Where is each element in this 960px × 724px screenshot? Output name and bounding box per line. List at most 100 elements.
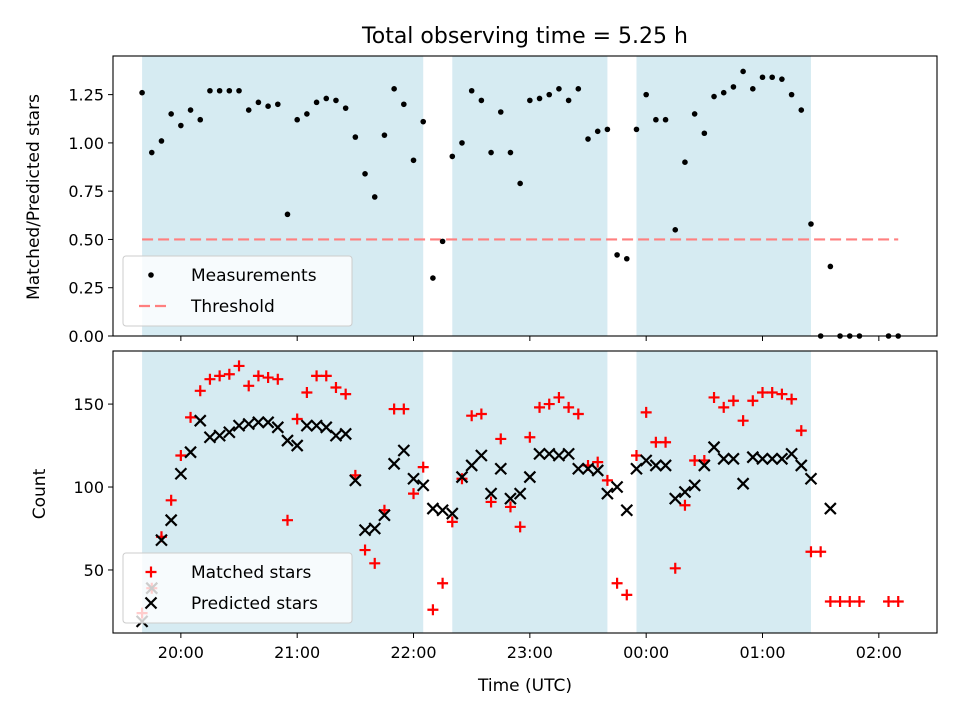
measurements-point-26: [381, 132, 388, 138]
measurements-point-3: [158, 138, 165, 144]
predicted-stars-point-10: [223, 426, 236, 439]
matched-stars-point-51: [621, 589, 633, 601]
legend-threshold-label: Threshold: [190, 297, 275, 317]
legend-predicted-stars-marker: [144, 596, 158, 610]
predicted-stars-point-54: [649, 459, 663, 472]
measurements-point-67: [779, 76, 785, 82]
measurements-point-63: [740, 68, 746, 75]
measurements-point-17: [294, 116, 300, 123]
matched-stars-point-70: [805, 546, 817, 558]
top-y-tick-label-3: 0.50: [68, 230, 104, 249]
predicted-stars-point-22: [339, 427, 352, 441]
measurements-point-45: [565, 97, 572, 104]
predicted-stars-point-46: [572, 462, 585, 476]
x-axis-label: Time (UTC): [477, 676, 572, 696]
predicted-stars-point-48: [591, 464, 604, 477]
top-y-tick-label-4: 0.75: [68, 182, 104, 201]
measurements-point-62: [730, 84, 737, 90]
matched-stars-point-53: [640, 406, 652, 418]
measurements-point-21: [333, 97, 339, 104]
bottom-y-tick-label-3: 150: [73, 395, 104, 414]
predicted-stars-point-15: [271, 421, 285, 434]
measurements-point-2: [148, 149, 155, 156]
predicted-stars-point-27: [387, 457, 401, 471]
predicted-stars-point-41: [523, 470, 537, 484]
measurements-point-18: [304, 111, 310, 117]
matched-stars-point-27: [388, 403, 400, 415]
legend-matched-stars-marker: [145, 566, 157, 578]
measurements-point-34: [459, 140, 465, 146]
matched-stars-point-73: [834, 595, 846, 607]
measurements-point-39: [507, 149, 514, 156]
measurements-point-42: [536, 95, 543, 102]
top-panel: 0.00 0.25 0.50 0.75 1.00 1.25 Measurements Thre…: [68, 55, 938, 346]
predicted-stars-point-69: [795, 459, 808, 472]
top-y-tick-label-6: 1.25: [68, 86, 104, 105]
predicted-stars-point-25: [368, 522, 382, 535]
predicted-stars-point-56: [668, 492, 682, 505]
chart-title: Total observing time = 5.25 h: [361, 24, 688, 49]
measurements-point-44: [556, 86, 562, 92]
matched-stars-point-45: [563, 401, 575, 413]
measurements-point-68: [788, 91, 795, 98]
predicted-stars-point-37: [484, 487, 498, 500]
predicted-stars-point-4: [164, 513, 178, 527]
x-tick-label-2: 21:00: [274, 643, 320, 662]
predicted-stars-point-6: [184, 445, 197, 459]
matched-stars-point-9: [214, 370, 226, 382]
matched-stars-point-13: [252, 370, 264, 382]
predicted-stars-point-65: [756, 452, 769, 466]
bottom-panel: 50 100 150 20:00 21:00 22:00 23:00 00:00 01:00 02…: [73, 350, 938, 662]
predicted-stars-point-67: [775, 452, 789, 466]
predicted-stars-point-18: [300, 419, 314, 432]
matched-stars-point-48: [592, 456, 604, 468]
predicted-stars-point-66: [765, 452, 779, 466]
measurements-point-6: [187, 107, 194, 113]
measurements-point-20: [323, 95, 330, 102]
predicted-stars-point-63: [736, 477, 750, 490]
measurements-point-27: [391, 86, 397, 92]
matched-stars-point-58: [689, 454, 701, 466]
matched-stars-point-56: [669, 562, 681, 574]
predicted-stars-point-19: [310, 419, 323, 432]
measurements-point-14: [265, 103, 271, 110]
measurements-point-32: [439, 238, 446, 245]
matched-stars-point-66: [766, 386, 778, 398]
measurements-point-25: [371, 194, 378, 200]
measurements-point-56: [672, 226, 679, 233]
matched-stars-point-36: [475, 408, 487, 420]
measurements-point-9: [216, 87, 223, 94]
predicted-stars-point-43: [542, 447, 556, 461]
predicted-stars-point-53: [639, 454, 653, 467]
matched-stars-point-11: [233, 360, 245, 372]
predicted-stars-point-29: [407, 472, 420, 486]
matched-stars-point-74: [844, 595, 856, 607]
predicted-stars-point-35: [465, 459, 478, 472]
measurements-point-52: [633, 126, 640, 133]
matched-stars-point-22: [340, 388, 352, 400]
measurements-point-65: [759, 74, 766, 81]
measurements-point-15: [275, 101, 281, 108]
predicted-stars-point-11: [232, 419, 246, 432]
measurements-point-70: [808, 221, 814, 227]
predicted-stars-point-3: [155, 533, 168, 547]
measurements-point-47: [585, 136, 591, 142]
matched-stars-point-50: [611, 577, 623, 589]
measurements-point-49: [604, 126, 611, 133]
matched-stars-point-7: [194, 385, 206, 397]
measurements-point-53: [643, 91, 649, 98]
predicted-stars-point-44: [552, 449, 566, 462]
predicted-stars-point-40: [513, 487, 527, 500]
measurements-point-41: [527, 97, 533, 104]
top-axes-frame: [112, 55, 938, 337]
matched-stars-point-29: [408, 488, 420, 500]
matched-stars-point-41: [524, 431, 536, 443]
bottom-y-tick-label-1: 50: [84, 561, 104, 580]
bottom-legend: [122, 552, 353, 624]
predicted-stars-point-39: [504, 492, 517, 505]
measurements-point-30: [420, 118, 427, 125]
predicted-stars-point-24: [358, 523, 372, 537]
top-y-axis-label: Matched/Predicted stars: [24, 94, 44, 300]
bottom-axes-frame: [112, 350, 938, 634]
predicted-stars-point-5: [174, 467, 188, 481]
